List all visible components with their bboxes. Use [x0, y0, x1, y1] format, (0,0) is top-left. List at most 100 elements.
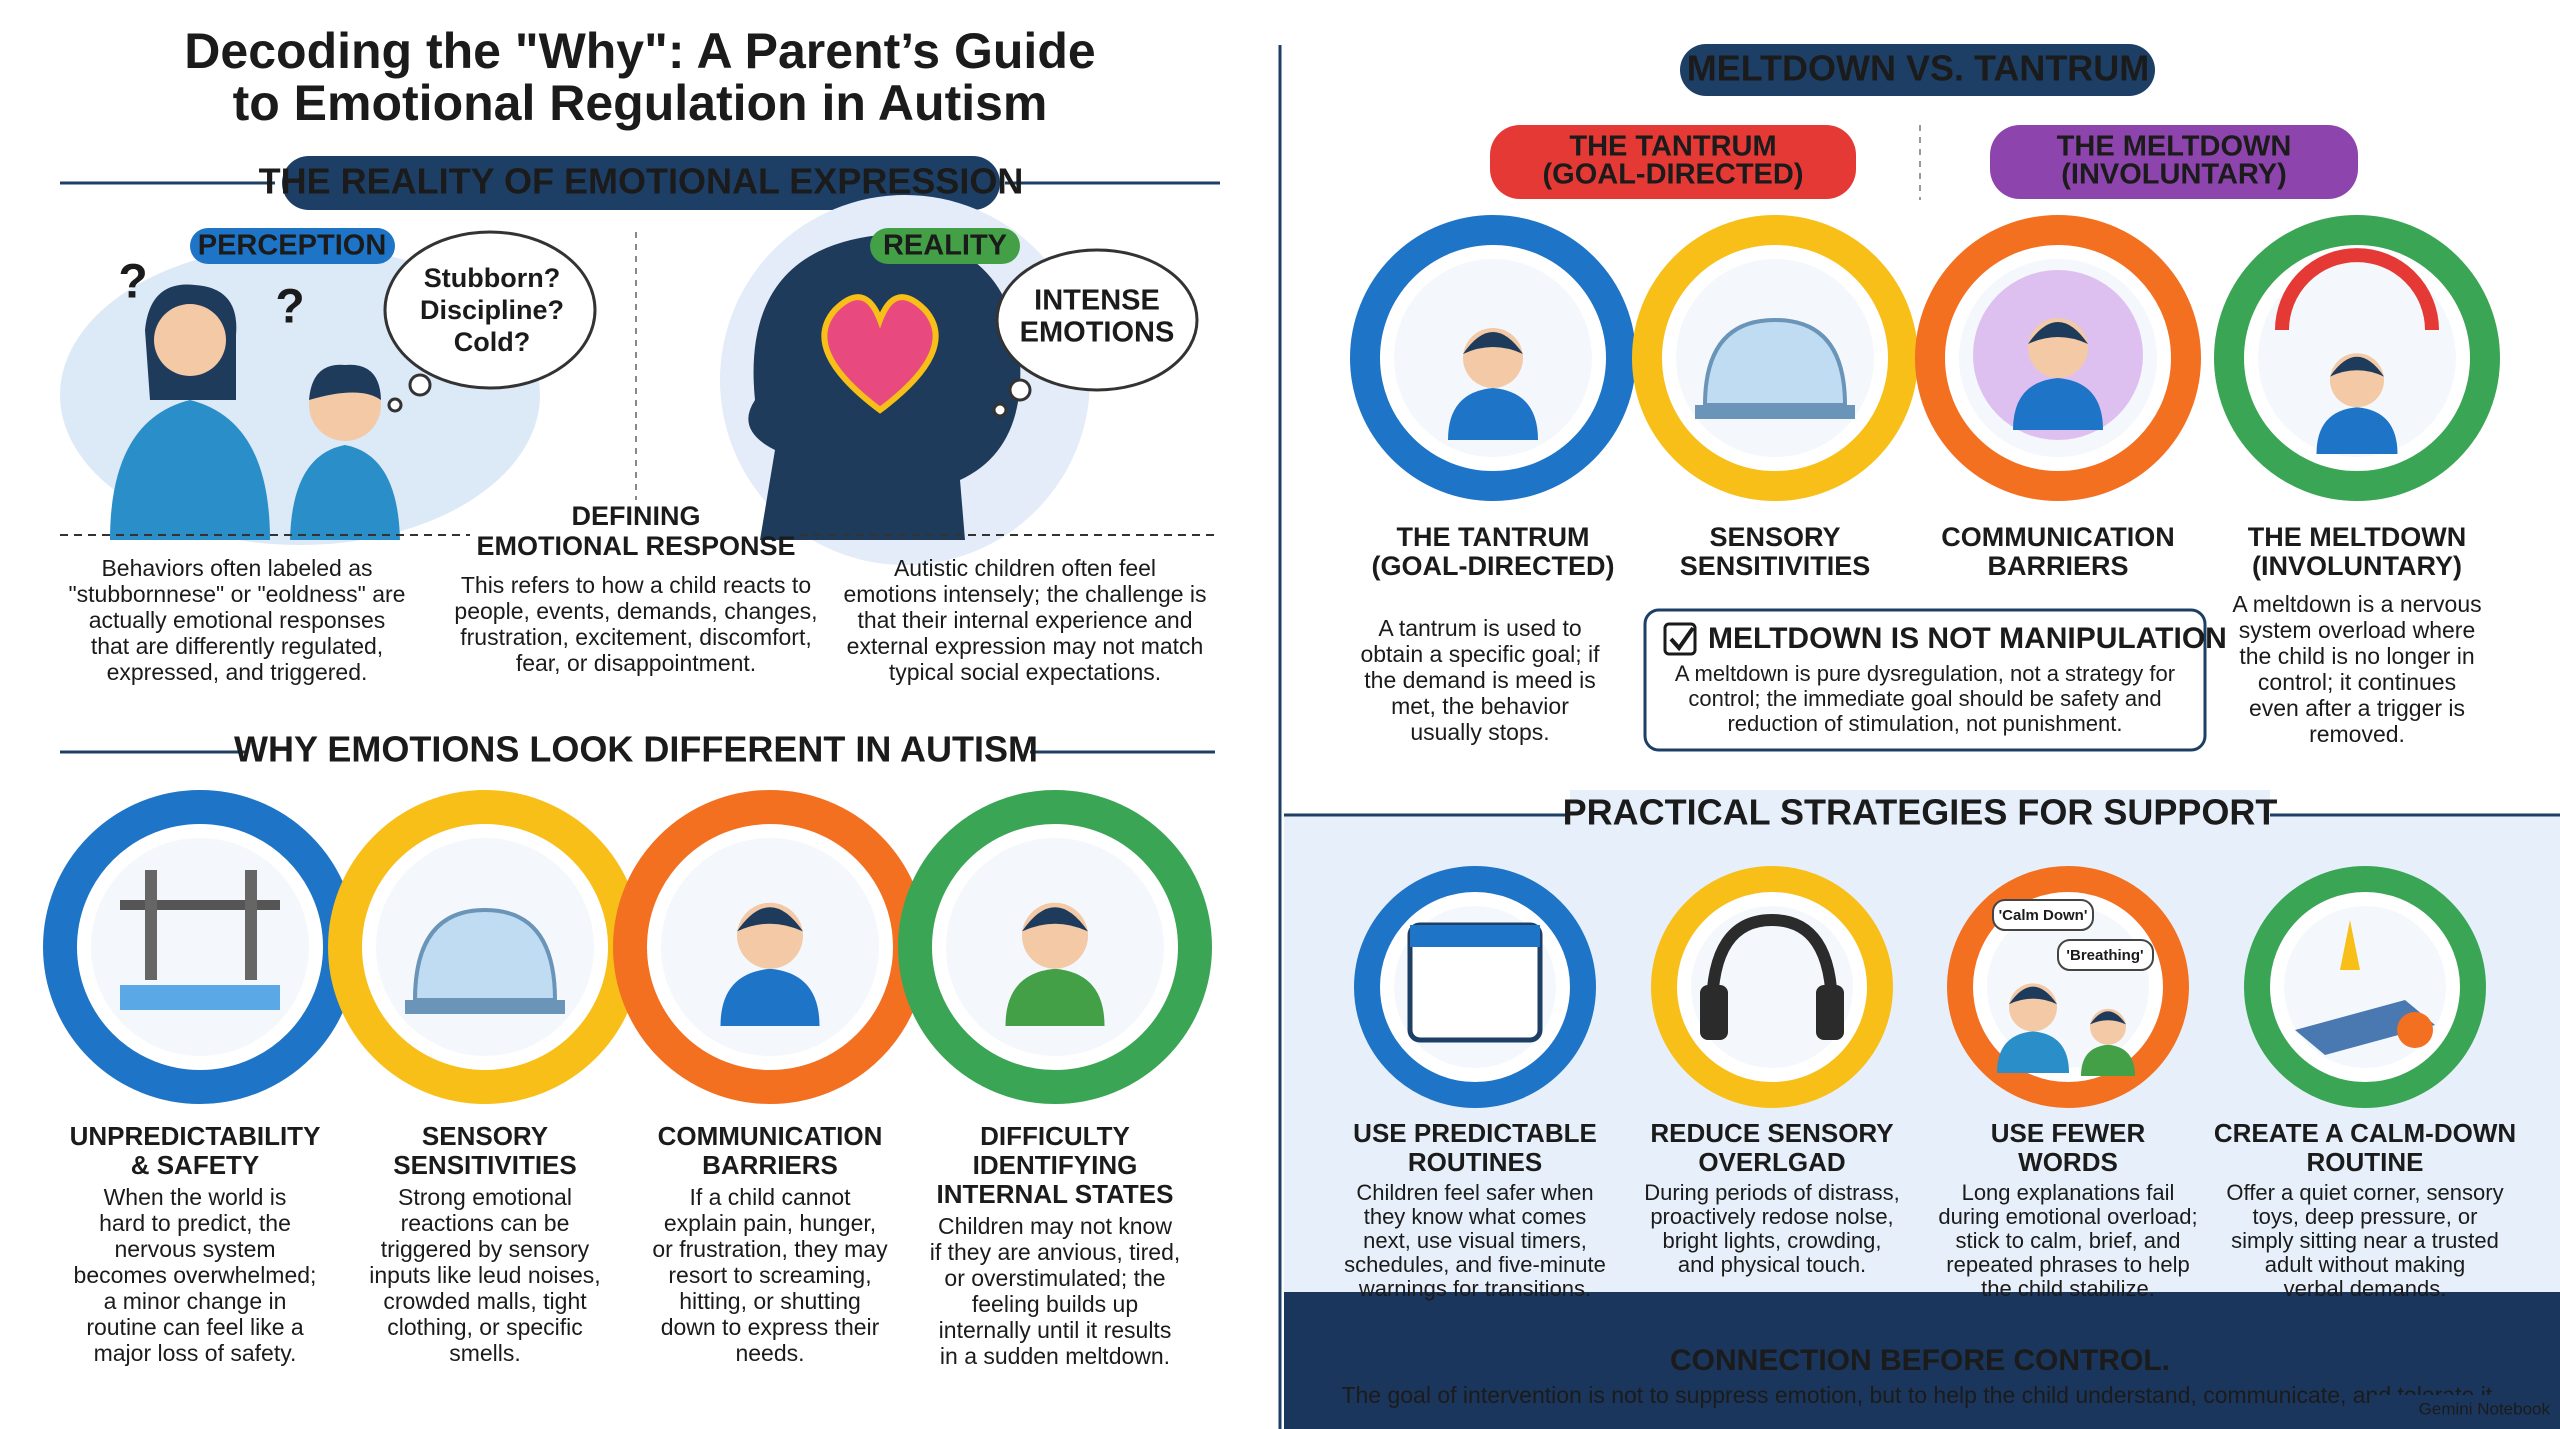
item-title: BARRIERS: [702, 1150, 838, 1180]
text: Long explanations fail: [1962, 1180, 2175, 1205]
text: EMOTIONS: [1020, 317, 1175, 349]
figure-body: [1997, 1031, 2069, 1073]
text: reactions can be: [401, 1210, 570, 1236]
text: Offer a quiet corner, sensory: [2226, 1180, 2503, 1205]
text: A meltdown is pure dysregulation, not a …: [1675, 661, 2175, 686]
text: internally until it results: [939, 1317, 1172, 1343]
figure-body: [1448, 388, 1538, 440]
text: hitting, or shutting: [679, 1288, 861, 1314]
text: routine can feel like a: [86, 1314, 304, 1340]
figure-hair: [2090, 1011, 2126, 1025]
item-title: OVERLGAD: [1698, 1147, 1845, 1177]
text: or overstimulated; the: [944, 1265, 1165, 1291]
text: If a child cannot: [689, 1184, 851, 1210]
text: INTENSE: [1034, 285, 1160, 317]
text: the demand is meed is: [1364, 667, 1595, 693]
text: frustration, excitement, discomfort,: [460, 624, 812, 650]
item-title: SENSORY: [422, 1121, 548, 1151]
brand: Gemini Notebook: [2419, 1399, 2551, 1418]
item-title: SENSITIVITIES: [393, 1150, 577, 1180]
text: hard to predict, the: [99, 1210, 291, 1236]
text: typical social expectations.: [889, 659, 1161, 685]
item-title: CREATE A CALM-DOWN: [2214, 1118, 2516, 1148]
icon: [1816, 985, 1844, 1040]
icon: [2295, 1000, 2435, 1055]
text: in a sudden meltdown.: [940, 1343, 1170, 1369]
icon: [1700, 985, 1728, 1040]
text: obtain a specific goal; if: [1360, 641, 1600, 667]
text: usually stops.: [1410, 719, 1549, 745]
text: clothing, or specific: [387, 1314, 583, 1340]
text: During periods of distrass,: [1644, 1180, 1900, 1205]
section-heading: MELTDOWN VS. TANTRUM: [1687, 48, 2150, 89]
icon: [412, 907, 558, 1002]
text: Children feel safer when: [1356, 1180, 1593, 1205]
speech-bubble: [2057, 939, 2154, 971]
text: the child is no longer in: [2239, 643, 2474, 669]
brand-bg: [2370, 1395, 2555, 1423]
icon: [2397, 1012, 2433, 1048]
tag: THE TANTRUM: [1569, 131, 1776, 163]
callout-box: [1643, 608, 2207, 752]
ring-inner: [91, 838, 309, 1056]
text: reduction of stimulation, not punishment…: [1727, 711, 2122, 736]
text: they know what comes: [1364, 1204, 1587, 1229]
text: resort to screaming,: [668, 1262, 871, 1288]
figure-hair: [2330, 356, 2384, 377]
icon: [120, 985, 280, 1010]
banner: [282, 156, 1000, 210]
icon: [405, 1000, 565, 1014]
text: simply sitting near a trusted: [2231, 1228, 2499, 1253]
item-title: ROUTINE: [2307, 1147, 2424, 1177]
text: needs.: [735, 1340, 804, 1366]
text: major loss of safety.: [94, 1340, 297, 1366]
text: feeling builds up: [972, 1291, 1138, 1317]
text: Autistic children often feel: [894, 555, 1156, 581]
figure-body: [2081, 1044, 2135, 1076]
text: becomes overwhelmed;: [74, 1262, 317, 1288]
text: toys, deep pressure, or: [2252, 1204, 2477, 1229]
item-title: REDUCE SENSORY: [1650, 1118, 1893, 1148]
footer-bar: [1284, 1292, 2560, 1429]
text: Discipline?: [420, 295, 564, 325]
text: control; the immediate goal should be sa…: [1688, 686, 2161, 711]
thought-bubble: [995, 248, 1199, 392]
figure-body: [290, 445, 400, 540]
label: PERCEPTION: [198, 230, 387, 262]
icon: [245, 870, 257, 980]
item-title: (INVOLUNTARY): [2252, 551, 2462, 581]
text: control; it continues: [2258, 669, 2456, 695]
text: verbal demands.: [2284, 1276, 2447, 1301]
item-title: (GOAL-DIRECTED): [1372, 551, 1615, 581]
heading-bg: [1570, 790, 2270, 840]
icon: [1706, 913, 1838, 1011]
figure-body: [2316, 407, 2398, 454]
text: actually emotional responses: [89, 607, 386, 633]
text: stick to calm, brief, and: [1956, 1228, 2181, 1253]
title: Decoding the "Why": A Parent’s Guide: [184, 23, 1095, 79]
text: proactively redose nolse,: [1650, 1204, 1893, 1229]
item-title: SENSORY: [1709, 522, 1840, 552]
text: Strong emotional: [398, 1184, 572, 1210]
figure-body: [2013, 378, 2103, 430]
text: triggered by sensory: [381, 1236, 590, 1262]
text: and physical touch.: [1678, 1252, 1866, 1277]
thought-dot: [408, 373, 432, 397]
figure-hair: [1022, 907, 1088, 932]
footer-text: The goal of intervention is not to suppr…: [1341, 1382, 2498, 1408]
icon: [2275, 248, 2439, 331]
item-title: UNPREDICTABILITY: [70, 1121, 321, 1151]
figure-body: [1005, 968, 1105, 1026]
item-title: & SAFETY: [131, 1150, 260, 1180]
text: crowded malls, tight: [383, 1288, 587, 1314]
item-title: SENSITIVITIES: [1680, 551, 1871, 581]
section-heading: THE REALITY OF EMOTIONAL EXPRESSION: [259, 161, 1024, 202]
icon: [145, 870, 157, 980]
text: down to express their: [661, 1314, 880, 1340]
item-title: ROUTINES: [1408, 1147, 1542, 1177]
heart: [821, 294, 939, 414]
text: nervous system: [114, 1236, 275, 1262]
text: the child stabilize.: [1981, 1276, 2155, 1301]
text: or frustration, they may: [652, 1236, 888, 1262]
